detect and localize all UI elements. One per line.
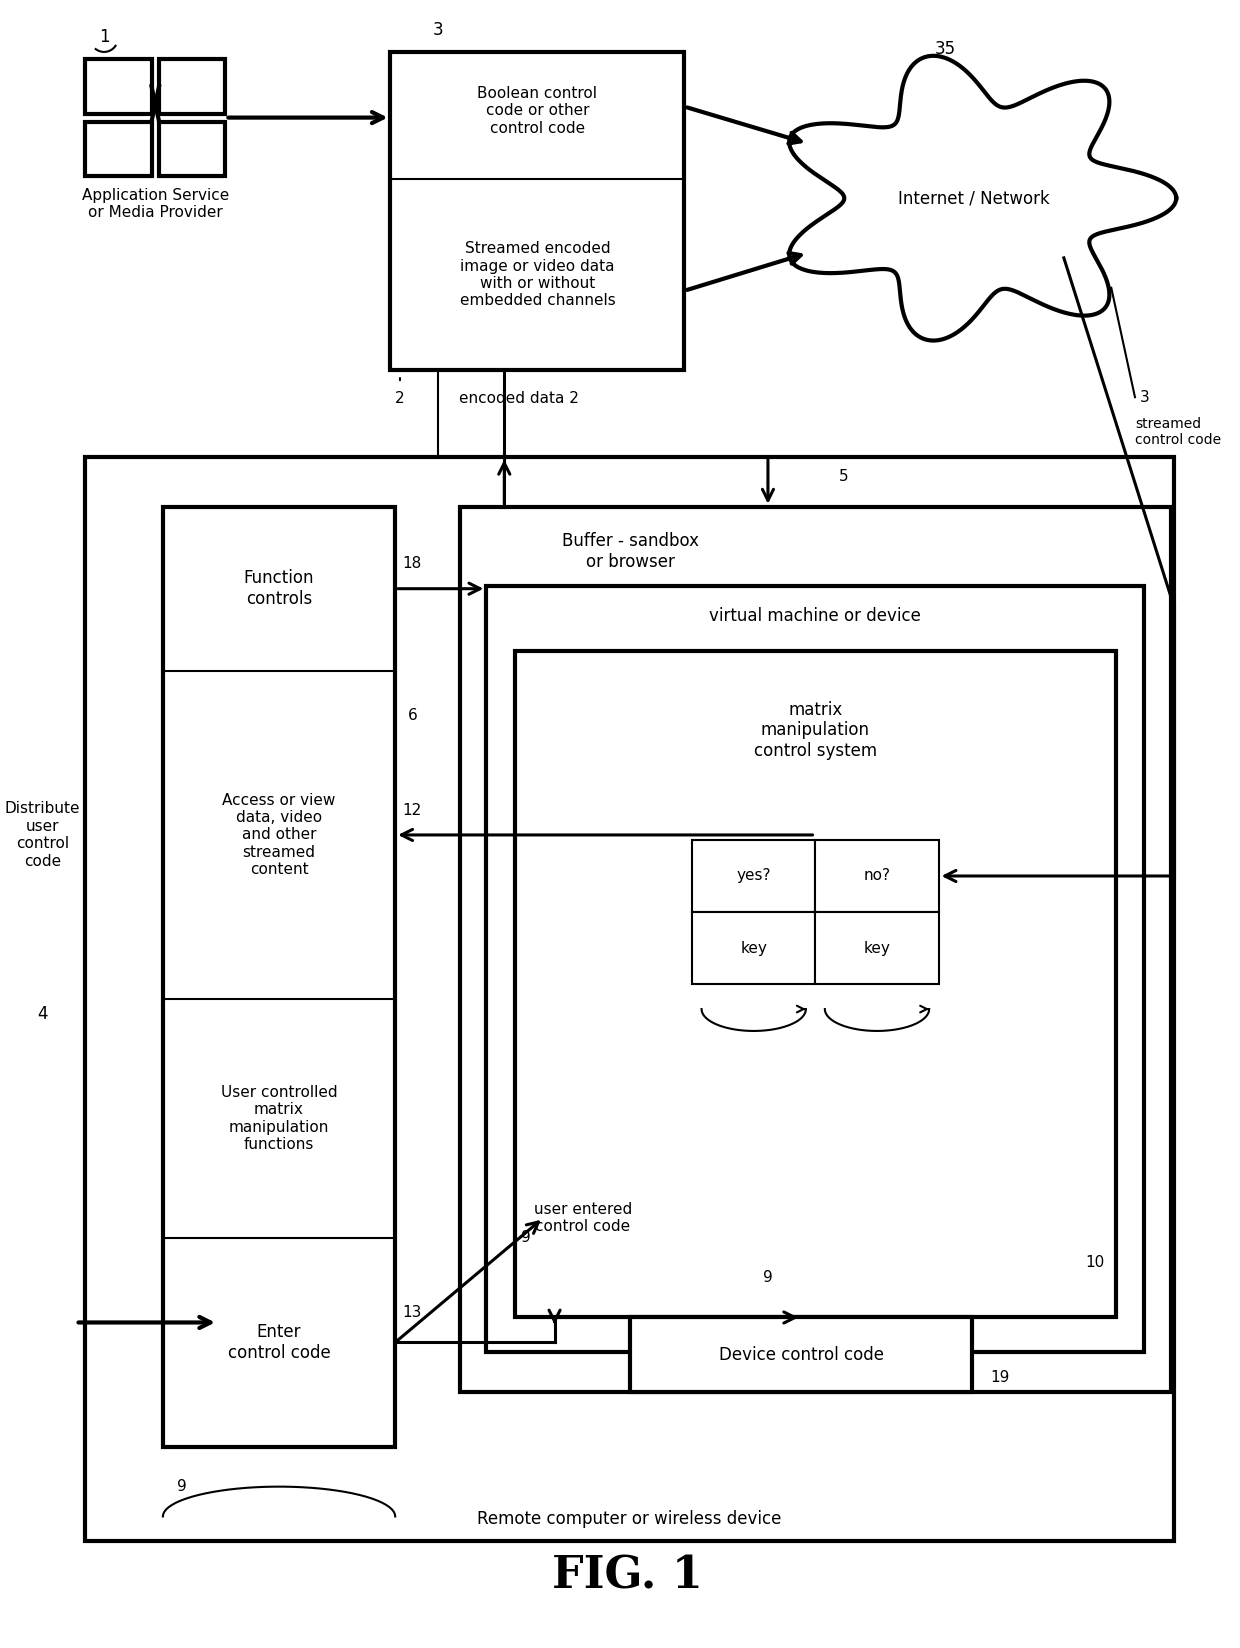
Bar xyxy=(692,840,816,911)
Text: 4: 4 xyxy=(37,1005,47,1023)
Text: 9: 9 xyxy=(763,1271,773,1285)
Text: 35: 35 xyxy=(935,40,956,58)
Bar xyxy=(486,587,1145,1353)
Text: Boolean control
code or other
control code: Boolean control code or other control co… xyxy=(477,86,598,135)
Text: 6: 6 xyxy=(408,709,417,723)
Text: Application Service
or Media Provider: Application Service or Media Provider xyxy=(82,188,229,221)
Bar xyxy=(86,456,1174,1541)
Text: virtual machine or device: virtual machine or device xyxy=(709,606,921,625)
Text: no?: no? xyxy=(863,868,890,883)
Bar xyxy=(86,122,151,176)
Bar xyxy=(515,651,1116,1317)
Text: yes?: yes? xyxy=(737,868,771,883)
Polygon shape xyxy=(789,56,1177,341)
Bar xyxy=(159,122,226,176)
Text: key: key xyxy=(863,941,890,956)
Bar xyxy=(86,59,151,114)
Text: Streamed encoded
image or video data
with or without
embedded channels: Streamed encoded image or video data wit… xyxy=(460,241,615,308)
Text: FIG. 1: FIG. 1 xyxy=(552,1554,703,1597)
Text: 5: 5 xyxy=(839,470,848,485)
Bar xyxy=(692,911,816,984)
Text: encoded data 2: encoded data 2 xyxy=(459,391,579,405)
Bar xyxy=(391,53,684,371)
Text: Function
controls: Function controls xyxy=(244,569,314,608)
Text: 13: 13 xyxy=(403,1305,422,1320)
Text: User controlled
matrix
manipulation
functions: User controlled matrix manipulation func… xyxy=(221,1084,337,1152)
Text: Access or view
data, video
and other
streamed
content: Access or view data, video and other str… xyxy=(222,793,336,877)
Text: 9: 9 xyxy=(177,1480,187,1495)
Text: user entered
control code: user entered control code xyxy=(534,1201,632,1234)
Text: 3: 3 xyxy=(433,21,443,40)
Text: 9: 9 xyxy=(521,1231,531,1246)
Bar xyxy=(159,59,226,114)
Text: 3: 3 xyxy=(1140,389,1149,405)
Bar xyxy=(630,1317,972,1393)
Bar xyxy=(816,911,939,984)
Bar xyxy=(162,506,396,1447)
Text: 2: 2 xyxy=(396,391,404,405)
Text: 10: 10 xyxy=(1085,1256,1105,1271)
Bar xyxy=(460,506,1171,1393)
Text: matrix
manipulation
control system: matrix manipulation control system xyxy=(754,700,877,760)
Text: 18: 18 xyxy=(403,557,422,572)
Text: streamed
control code: streamed control code xyxy=(1135,417,1221,447)
Text: Buffer - sandbox
or browser: Buffer - sandbox or browser xyxy=(562,532,699,570)
Text: key: key xyxy=(740,941,768,956)
Text: 1: 1 xyxy=(99,28,109,46)
Bar xyxy=(816,840,939,911)
Text: Distribute
user
control
code: Distribute user control code xyxy=(5,801,81,868)
Text: Enter
control code: Enter control code xyxy=(228,1323,330,1361)
Text: Internet / Network: Internet / Network xyxy=(898,190,1049,208)
Text: 12: 12 xyxy=(403,803,422,817)
Text: Remote computer or wireless device: Remote computer or wireless device xyxy=(477,1511,781,1528)
Text: Device control code: Device control code xyxy=(719,1346,884,1365)
Text: 19: 19 xyxy=(991,1369,1011,1384)
